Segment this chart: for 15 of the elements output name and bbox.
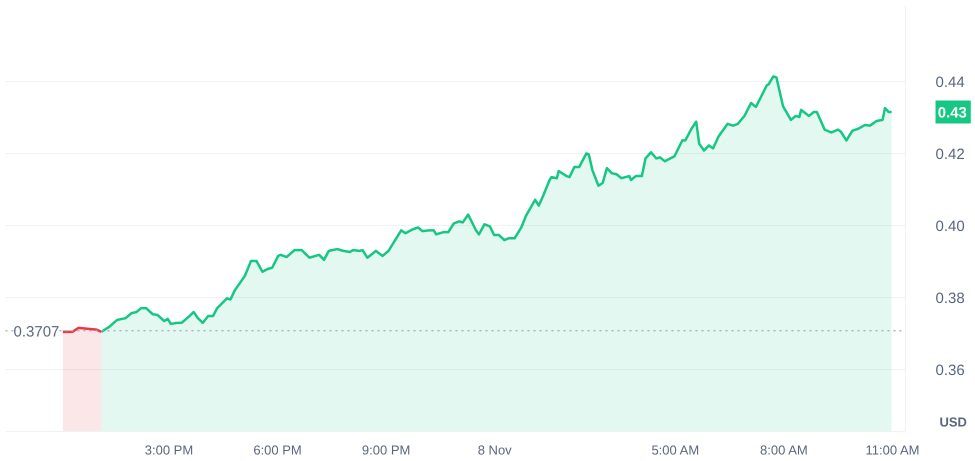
x-tick-label: 8 Nov (478, 442, 512, 458)
y-axis-title: USD (940, 414, 967, 430)
x-tick-label: 8:00 AM (760, 442, 808, 458)
y-tick-label: 0.38 (936, 290, 965, 307)
ref-line-label: 0.3707 (14, 323, 60, 340)
x-tick-label: 9:00 PM (362, 442, 410, 458)
x-tick-label: 11:00 AM (865, 442, 920, 458)
x-tick-label: 5:00 AM (651, 442, 700, 458)
y-tick-label: 0.40 (936, 218, 965, 235)
text: 0.43 (938, 104, 967, 122)
x-tick-label: 6:00 PM (253, 442, 302, 458)
y-tick-label: 0.44 (936, 74, 965, 91)
y-tick-label: 0.42 (936, 146, 965, 163)
y-tick-label: 0.36 (936, 362, 965, 379)
x-tick-label: 3:00 PM (144, 442, 194, 458)
